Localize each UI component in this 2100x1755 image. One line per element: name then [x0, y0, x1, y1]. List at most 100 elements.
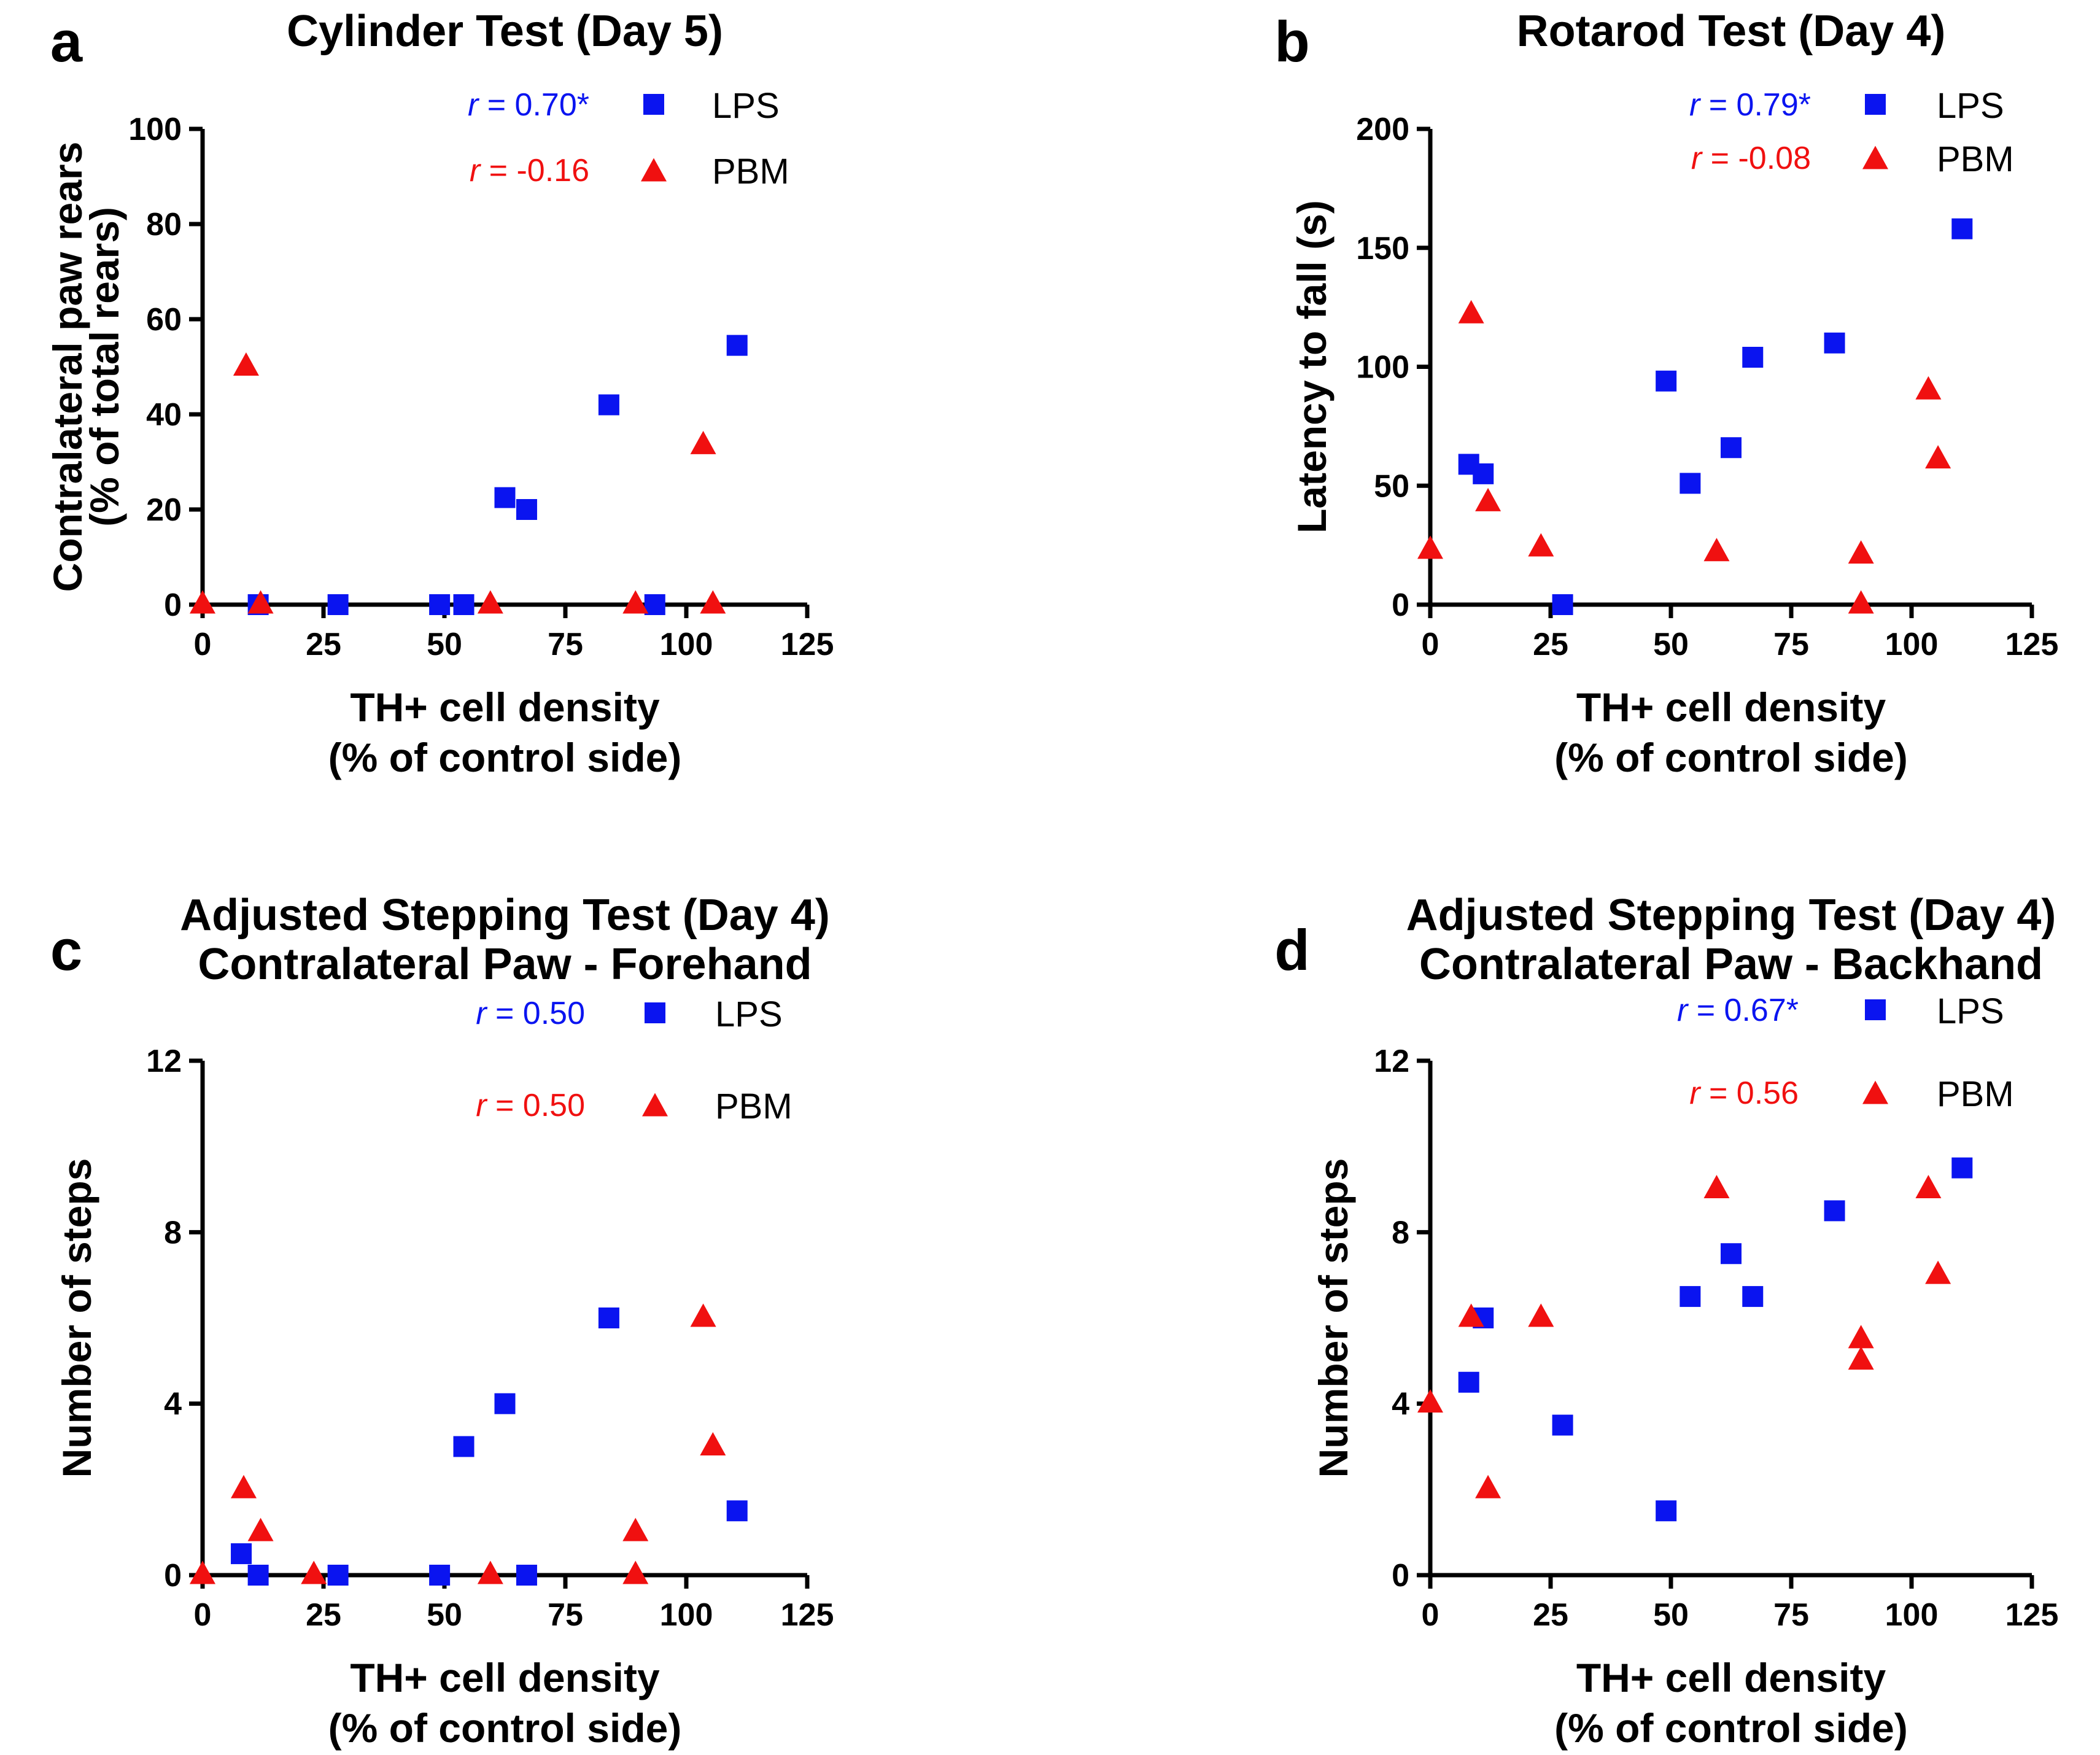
data-point-lps — [726, 1500, 748, 1522]
y-tick-label: 50 — [1374, 468, 1409, 504]
y-axis-label: Contralateral paw rears — [45, 142, 90, 592]
y-tick-label: 12 — [1374, 1044, 1409, 1079]
x-axis-label: TH+ cell density — [350, 1655, 660, 1700]
y-axis-label: (% of total rears) — [82, 207, 127, 527]
data-point-lps — [1552, 1414, 1573, 1436]
data-point-lps — [1721, 437, 1742, 459]
y-tick-label: 60 — [146, 302, 182, 338]
x-axis-label: TH+ cell density — [350, 684, 660, 730]
r-value-lps: r = 0.50 — [476, 996, 585, 1031]
r-symbol: r — [1691, 141, 1703, 176]
data-point-pbm — [477, 590, 503, 614]
data-point-lps — [429, 594, 451, 615]
x-tick-label: 75 — [548, 627, 583, 662]
data-point-pbm — [1848, 1346, 1874, 1370]
data-point-pbm — [1475, 1474, 1501, 1498]
y-tick-label: 0 — [1392, 1558, 1409, 1594]
panel-letter: a — [50, 9, 83, 74]
r-value-text: = -0.08 — [1702, 141, 1811, 176]
r-value-text: = -0.16 — [480, 153, 589, 188]
r-symbol: r — [1689, 87, 1702, 123]
x-tick-label: 0 — [1422, 1597, 1439, 1633]
legend-triangle-icon — [1862, 1080, 1888, 1104]
data-point-lps — [327, 1565, 349, 1586]
x-tick-label: 125 — [781, 1597, 834, 1633]
x-tick-label: 100 — [1885, 627, 1939, 662]
data-point-lps — [516, 499, 537, 520]
data-point-pbm — [690, 430, 716, 454]
y-axis-label: Latency to fall (s) — [1289, 200, 1335, 533]
x-tick-label: 125 — [781, 627, 834, 662]
data-point-pbm — [1915, 1174, 1942, 1198]
r-value-lps: r = 0.79* — [1689, 87, 1811, 123]
data-point-pbm — [1703, 538, 1730, 562]
panel-b: b Rotarod Test (Day 4) 0 25 50 75 100 125 0 50 100… — [1274, 7, 2058, 780]
data-point-lps — [453, 1436, 475, 1457]
x-tick-label: 50 — [427, 1597, 462, 1633]
data-point-pbm — [622, 590, 649, 614]
data-point-lps — [726, 335, 748, 356]
data-point-lps — [453, 594, 475, 615]
legend-label-pbm: PBM — [1937, 1074, 2014, 1114]
r-value-text: = 0.79* — [1700, 87, 1811, 123]
data-point-pbm — [1475, 487, 1501, 511]
data-point-pbm — [1848, 540, 1874, 564]
legend-label-pbm: PBM — [1937, 139, 2014, 179]
y-tick-label: 4 — [164, 1387, 182, 1422]
legend-label-pbm: PBM — [715, 1087, 792, 1126]
data-point-lps — [1656, 1500, 1677, 1522]
x-tick-label: 50 — [427, 627, 462, 662]
r-symbol: r — [476, 1088, 488, 1123]
data-point-lps — [1680, 473, 1701, 494]
y-tick-label: 8 — [1392, 1215, 1409, 1250]
x-axis-label: (% of control side) — [1554, 1705, 1908, 1751]
data-point-pbm — [1848, 590, 1874, 614]
data-point-pbm — [1458, 300, 1484, 323]
data-point-pbm — [622, 1517, 649, 1541]
r-value-lps: r = 0.70* — [468, 87, 589, 123]
data-point-pbm — [477, 1560, 503, 1584]
y-tick-label: 150 — [1356, 231, 1409, 266]
data-point-pbm — [233, 352, 259, 376]
data-point-lps — [247, 1565, 269, 1586]
data-point-lps — [644, 594, 665, 615]
x-tick-label: 0 — [1422, 627, 1439, 662]
data-point-lps — [429, 1565, 451, 1586]
r-value-pbm: r = -0.16 — [470, 153, 589, 188]
data-point-lps — [1951, 218, 1973, 239]
y-axis-label: Number of steps — [1311, 1158, 1356, 1478]
x-tick-label: 50 — [1653, 1597, 1689, 1633]
r-value-text: = 0.50 — [487, 996, 585, 1031]
panel-title: Rotarod Test (Day 4) — [1517, 7, 1946, 56]
panel-title: Cylinder Test (Day 5) — [287, 7, 723, 56]
data-point-lps — [1458, 1371, 1479, 1393]
data-point-lps — [598, 394, 619, 416]
data-point-lps — [598, 1308, 619, 1328]
x-tick-label: 25 — [1533, 1597, 1568, 1633]
data-point-pbm — [1458, 1303, 1484, 1327]
x-axis-label: (% of control side) — [1554, 735, 1908, 780]
data-point-lps — [1824, 332, 1845, 354]
data-point-lps — [1552, 594, 1573, 615]
x-tick-label: 0 — [194, 627, 212, 662]
data-point-pbm — [301, 1560, 327, 1584]
data-point-pbm — [247, 1517, 274, 1541]
data-point-pbm — [190, 590, 215, 614]
data-point-pbm — [1528, 1303, 1554, 1327]
y-tick-label: 4 — [1392, 1387, 1409, 1422]
r-symbol: r — [1689, 1075, 1702, 1111]
data-point-lps — [516, 1565, 537, 1586]
r-value-pbm: r = 0.56 — [1689, 1075, 1799, 1111]
x-axis-label: (% of control side) — [328, 735, 682, 780]
r-value-text: = 0.70* — [478, 87, 589, 123]
panel-title: Adjusted Stepping Test (Day 4) — [180, 891, 830, 940]
data-point-lps — [1742, 1286, 1764, 1308]
legend-square-icon — [645, 1002, 665, 1023]
data-point-lps — [1742, 347, 1764, 368]
x-tick-label: 25 — [1533, 627, 1568, 662]
data-point-pbm — [1915, 376, 1942, 400]
data-point-lps — [1951, 1157, 1973, 1179]
data-point-pbm — [247, 590, 274, 614]
r-value-text: = 0.56 — [1700, 1075, 1799, 1111]
